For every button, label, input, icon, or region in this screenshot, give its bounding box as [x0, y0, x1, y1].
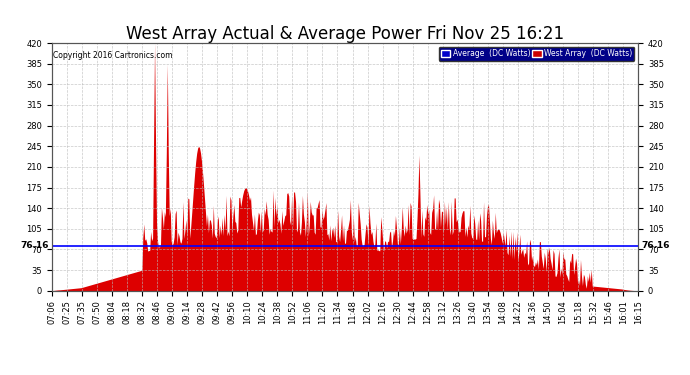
Text: 76.16: 76.16	[20, 241, 49, 250]
Text: Copyright 2016 Cartronics.com: Copyright 2016 Cartronics.com	[53, 51, 172, 60]
Text: 76.16: 76.16	[641, 241, 670, 250]
Title: West Array Actual & Average Power Fri Nov 25 16:21: West Array Actual & Average Power Fri No…	[126, 25, 564, 43]
Legend: Average  (DC Watts), West Array  (DC Watts): Average (DC Watts), West Array (DC Watts…	[439, 47, 634, 60]
